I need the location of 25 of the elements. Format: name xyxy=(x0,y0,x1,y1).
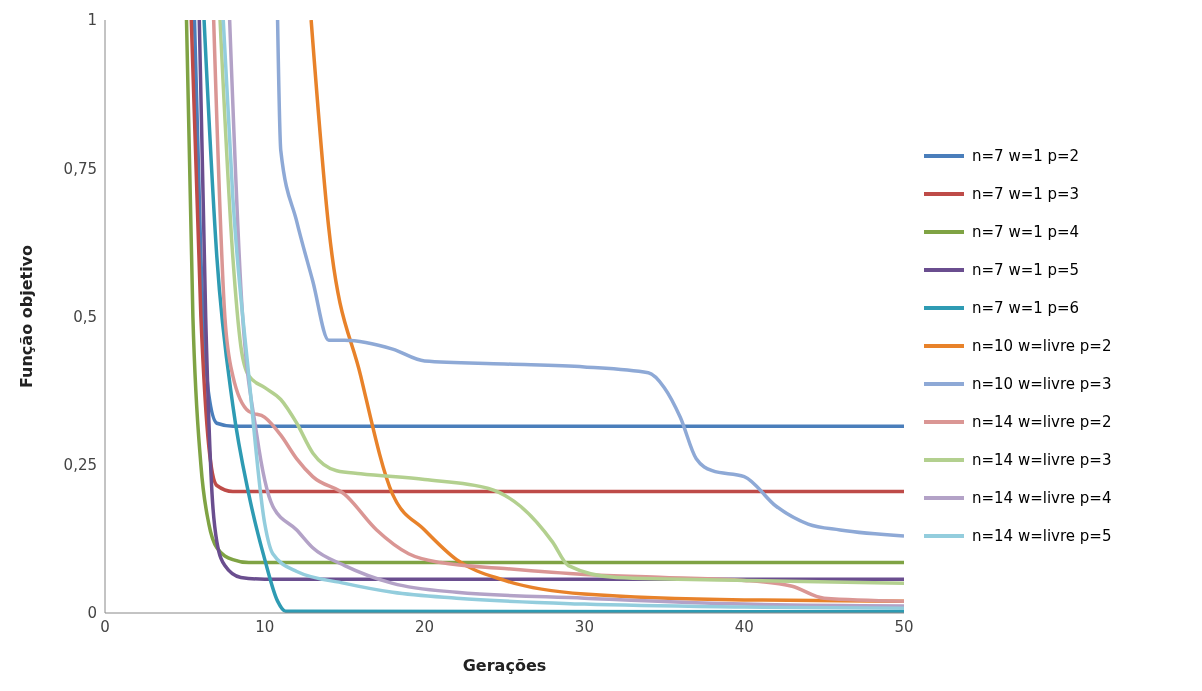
x-tick-label: 50 xyxy=(894,617,914,636)
y-axis-title: Função objetivo xyxy=(16,244,36,389)
x-axis-title: Gerações xyxy=(462,656,547,675)
legend-label: n=7 w=1 p=2 xyxy=(972,146,1080,165)
legend-label: n=14 w=livre p=2 xyxy=(972,412,1112,431)
legend-label: n=14 w=livre p=3 xyxy=(972,450,1112,469)
x-tick-label: 30 xyxy=(574,617,594,636)
y-tick-label: 0 xyxy=(87,604,97,623)
x-tick-label: 10 xyxy=(255,617,275,636)
x-tick-label: 40 xyxy=(734,617,754,636)
legend-label: n=7 w=1 p=6 xyxy=(972,298,1080,317)
y-tick-label: 0,25 xyxy=(63,456,97,475)
legend-label: n=10 w=livre p=3 xyxy=(972,374,1112,393)
y-tick-label: 1 xyxy=(87,11,97,30)
legend-label: n=7 w=1 p=5 xyxy=(972,260,1080,279)
legend-label: n=7 w=1 p=4 xyxy=(972,222,1080,241)
y-tick-label: 0,75 xyxy=(63,159,97,178)
x-tick-label: 20 xyxy=(415,617,435,636)
legend-label: n=10 w=livre p=2 xyxy=(972,336,1112,355)
y-tick-label: 0,5 xyxy=(73,307,97,326)
x-tick-label: 0 xyxy=(100,617,110,636)
legend-label: n=14 w=livre p=5 xyxy=(972,526,1112,545)
legend-label: n=14 w=livre p=4 xyxy=(972,488,1112,507)
line-series xyxy=(275,20,904,538)
legend-label: n=7 w=1 p=3 xyxy=(972,184,1080,203)
